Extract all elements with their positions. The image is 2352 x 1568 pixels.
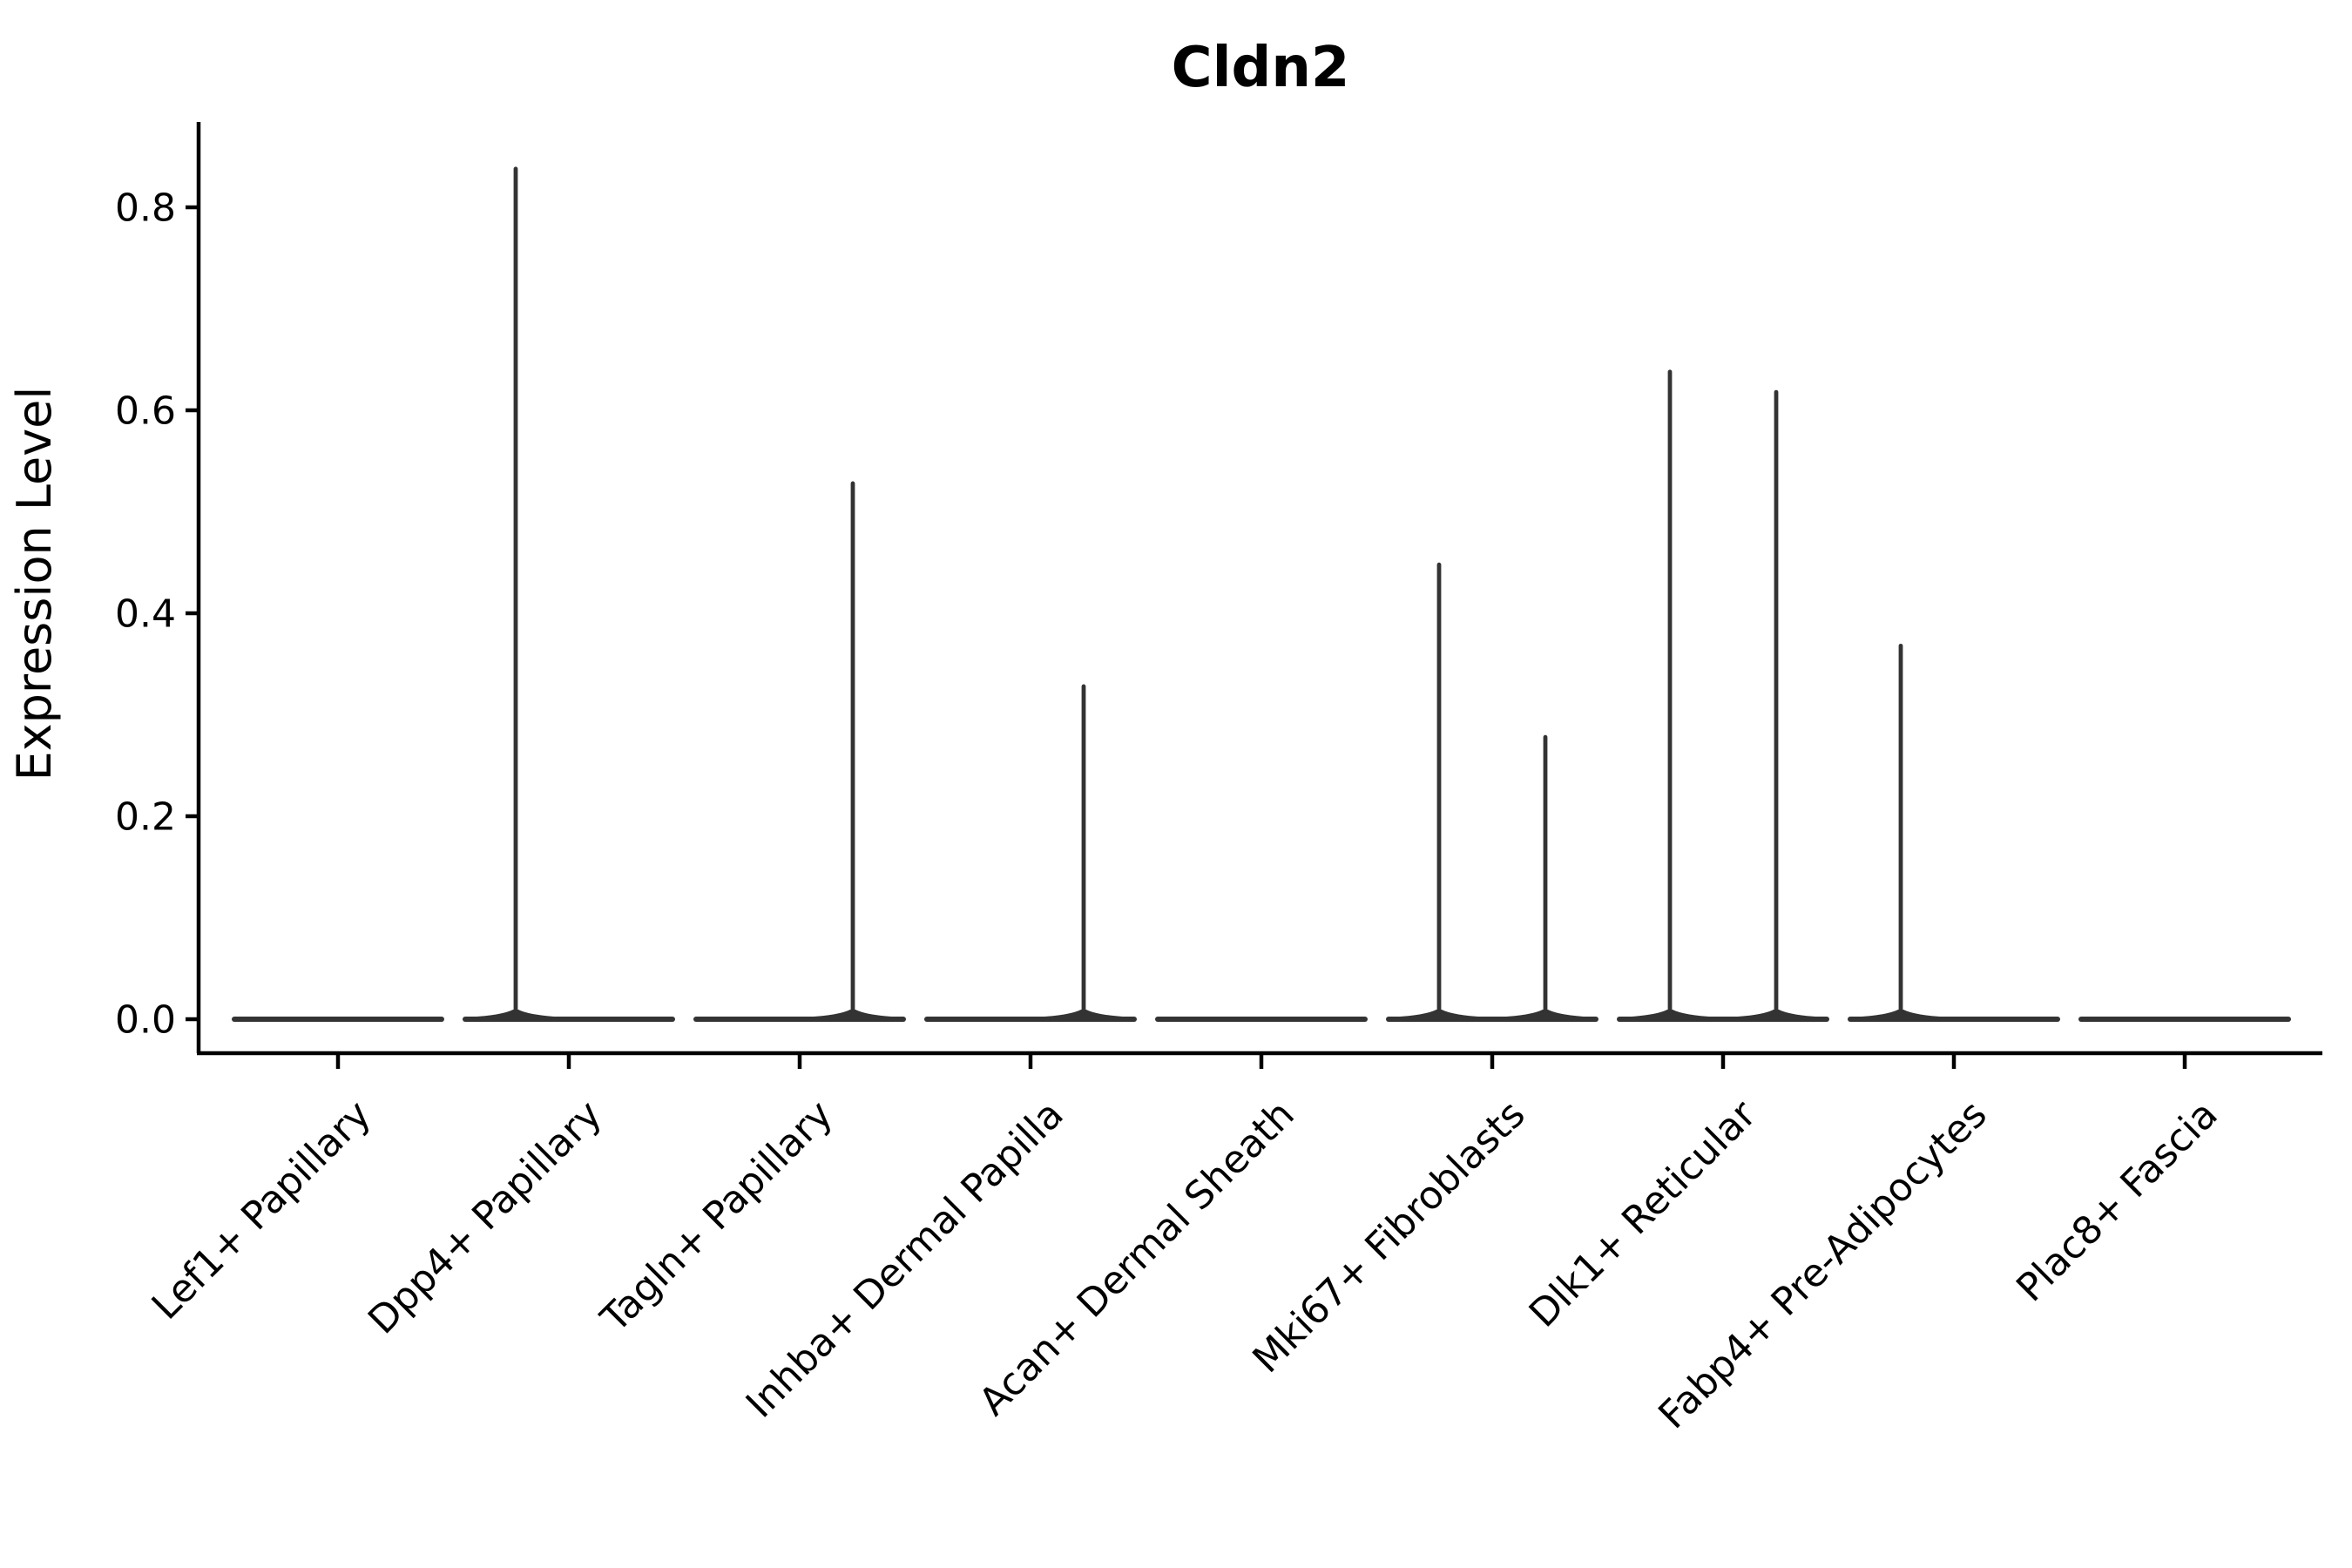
violin [2078, 1017, 2291, 1022]
y-tick-label: 0.4 [115, 592, 176, 637]
violin [232, 1017, 444, 1022]
y-tick-label: 0.0 [115, 998, 176, 1043]
x-tick-label: Dpp4+ Papillary [360, 1092, 611, 1343]
violin [924, 684, 1137, 1022]
violin-baseline [2078, 1017, 2291, 1022]
x-tick-label: Lef1+ Papillary [144, 1092, 380, 1328]
violin-spike [513, 166, 518, 1021]
violin-spike [1774, 389, 1779, 1021]
violin [463, 166, 675, 1022]
x-tick-label: Dlk1+ Reticular [1521, 1092, 1766, 1336]
violin [693, 481, 906, 1022]
x-tick-label: Plac8+ Fascia [2008, 1092, 2227, 1311]
violin-spike [1667, 369, 1673, 1021]
violin-spike [1543, 734, 1548, 1021]
violin [1386, 562, 1598, 1022]
x-tick-label: Tagln+ Papillary [592, 1092, 841, 1342]
y-tick-label: 0.8 [115, 186, 176, 231]
violins [232, 166, 2291, 1022]
violin-baseline [232, 1017, 444, 1022]
violin-spike [850, 481, 855, 1021]
violin [1617, 369, 1829, 1022]
chart-title: Cldn2 [1172, 36, 1350, 100]
violin-baseline [1155, 1017, 1368, 1022]
y-tick-label: 0.2 [115, 795, 176, 840]
violin-spike [1898, 643, 1903, 1021]
y-axis-label: Expression Level [7, 387, 62, 781]
violin [1848, 643, 2060, 1022]
violin [1155, 1017, 1368, 1022]
y-axis-ticks: 0.0 0.2 0.4 0.6 0.8 [115, 186, 199, 1043]
violin-spike [1436, 562, 1442, 1021]
y-tick-label: 0.6 [115, 389, 176, 434]
violin-spike [1081, 684, 1086, 1021]
